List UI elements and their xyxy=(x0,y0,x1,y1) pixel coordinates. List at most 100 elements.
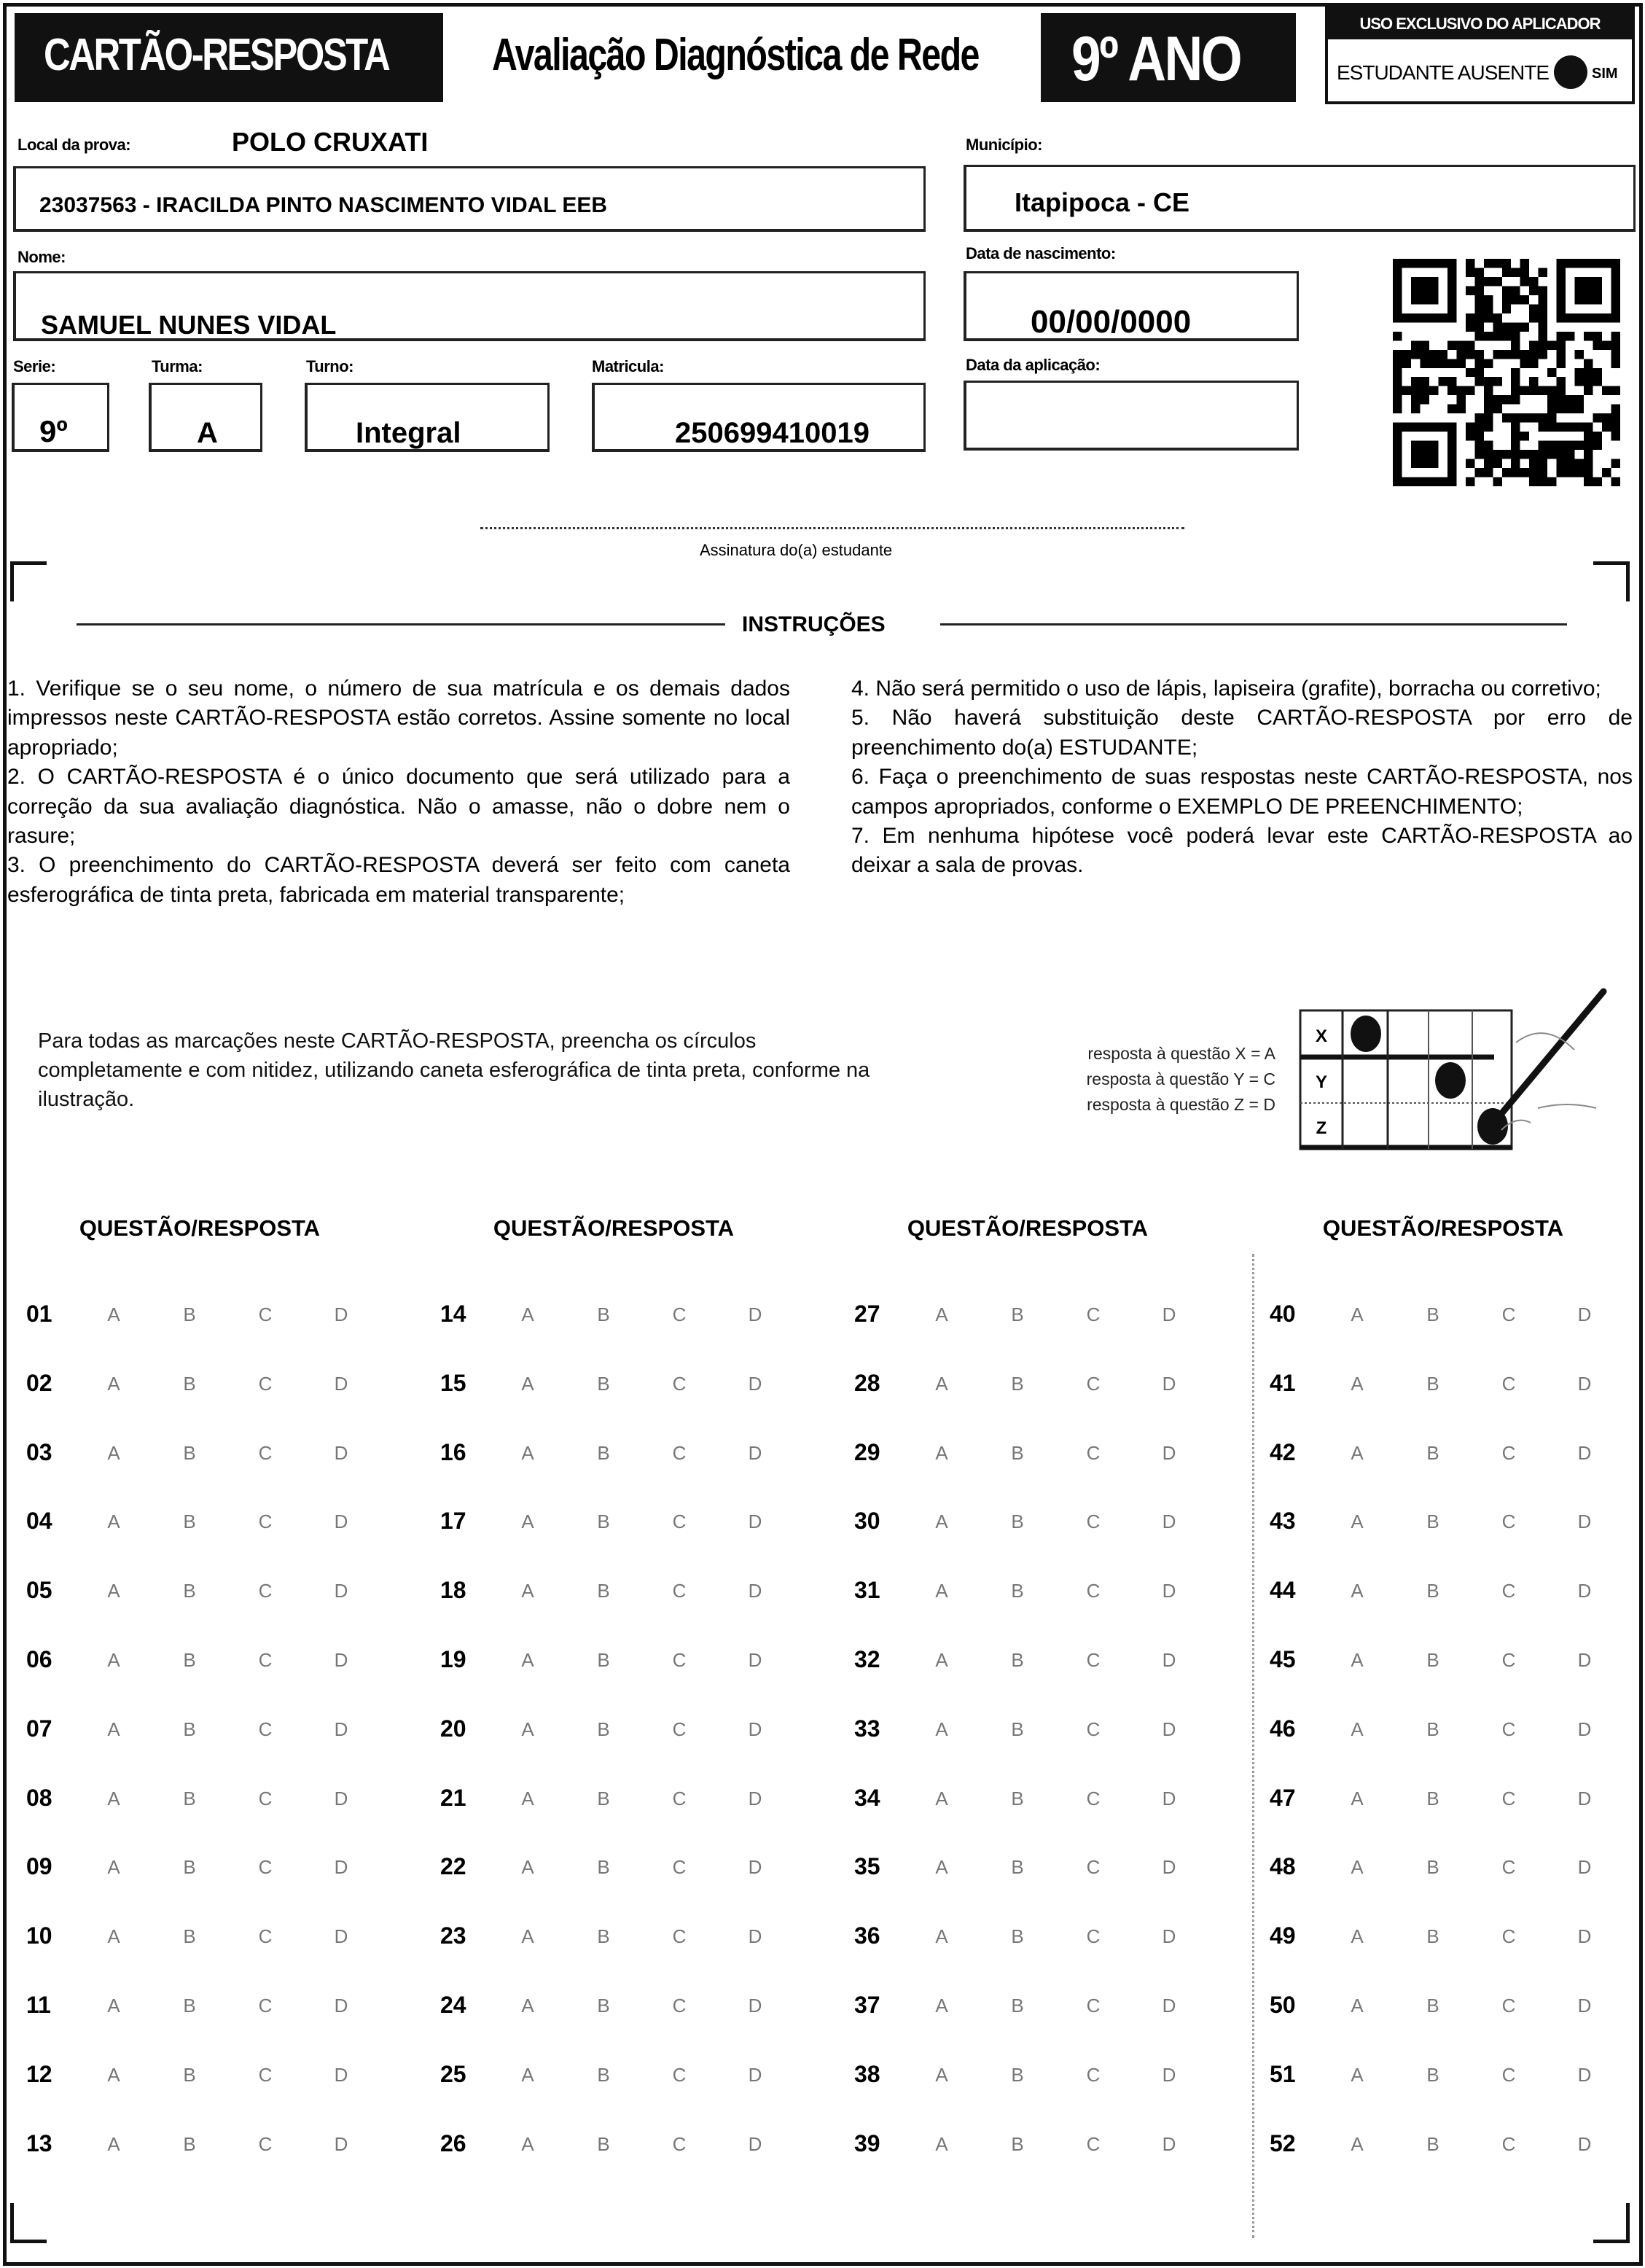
answer-bubble-d[interactable]: D xyxy=(748,1925,762,1948)
answer-bubble-c[interactable]: C xyxy=(258,1372,273,1395)
answer-bubble-a[interactable]: A xyxy=(1351,1303,1364,1325)
answer-bubble-a[interactable]: A xyxy=(521,1718,534,1740)
answer-bubble-a[interactable]: A xyxy=(935,1441,948,1464)
answer-bubble-b[interactable]: B xyxy=(597,2132,610,2155)
answer-bubble-b[interactable]: B xyxy=(1011,1580,1024,1602)
answer-bubble-a[interactable]: A xyxy=(935,1787,948,1809)
answer-bubble-c[interactable]: C xyxy=(258,2132,273,2155)
answer-bubble-d[interactable]: D xyxy=(334,1303,348,1325)
answer-bubble-d[interactable]: D xyxy=(1162,1925,1176,1948)
answer-bubble-a[interactable]: A xyxy=(107,1303,120,1325)
answer-bubble-b[interactable]: B xyxy=(1011,1925,1024,1948)
answer-bubble-c[interactable]: C xyxy=(1501,2132,1516,2155)
answer-bubble-c[interactable]: C xyxy=(672,1856,687,1879)
answer-bubble-c[interactable]: C xyxy=(1501,2063,1516,2086)
answer-bubble-b[interactable]: B xyxy=(1426,1856,1439,1879)
answer-bubble-c[interactable]: C xyxy=(672,1718,687,1740)
answer-bubble-c[interactable]: C xyxy=(258,2063,273,2086)
answer-bubble-b[interactable]: B xyxy=(597,1511,610,1533)
answer-bubble-c[interactable]: C xyxy=(672,1925,687,1948)
answer-bubble-a[interactable]: A xyxy=(1351,1441,1364,1464)
answer-bubble-a[interactable]: A xyxy=(935,1856,948,1879)
answer-bubble-d[interactable]: D xyxy=(1577,1925,1592,1948)
answer-bubble-b[interactable]: B xyxy=(597,1303,610,1325)
answer-bubble-a[interactable]: A xyxy=(935,1925,948,1948)
answer-bubble-b[interactable]: B xyxy=(1011,1718,1024,1740)
answer-bubble-a[interactable]: A xyxy=(107,1511,120,1533)
answer-bubble-d[interactable]: D xyxy=(748,2132,762,2155)
answer-bubble-c[interactable]: C xyxy=(258,1995,273,2016)
answer-bubble-c[interactable]: C xyxy=(258,1718,273,1740)
answer-bubble-d[interactable]: D xyxy=(334,2132,348,2155)
answer-bubble-c[interactable]: C xyxy=(1501,1995,1516,2016)
answer-bubble-d[interactable]: D xyxy=(1162,2063,1176,2086)
answer-bubble-b[interactable]: B xyxy=(1426,1649,1439,1671)
answer-bubble-b[interactable]: B xyxy=(1426,1925,1439,1948)
answer-bubble-b[interactable]: B xyxy=(1011,2132,1024,2155)
answer-bubble-b[interactable]: B xyxy=(597,1441,610,1464)
answer-bubble-a[interactable]: A xyxy=(521,1441,534,1464)
answer-bubble-d[interactable]: D xyxy=(1577,1718,1592,1740)
answer-bubble-c[interactable]: C xyxy=(1086,1995,1101,2016)
answer-bubble-a[interactable]: A xyxy=(935,1995,948,2016)
answer-bubble-a[interactable]: A xyxy=(521,1511,534,1533)
answer-bubble-a[interactable]: A xyxy=(935,1580,948,1602)
answer-bubble-b[interactable]: B xyxy=(183,1925,196,1948)
answer-bubble-c[interactable]: C xyxy=(672,2132,687,2155)
answer-bubble-a[interactable]: A xyxy=(521,1856,534,1879)
answer-bubble-c[interactable]: C xyxy=(1086,1787,1101,1809)
answer-bubble-b[interactable]: B xyxy=(183,1372,196,1395)
answer-bubble-a[interactable]: A xyxy=(107,2063,120,2086)
answer-bubble-a[interactable]: A xyxy=(1351,1718,1364,1740)
answer-bubble-b[interactable]: B xyxy=(1011,2063,1024,2086)
answer-bubble-c[interactable]: C xyxy=(1086,1303,1101,1325)
answer-bubble-d[interactable]: D xyxy=(334,1787,348,1809)
answer-bubble-d[interactable]: D xyxy=(1577,1649,1592,1671)
answer-bubble-c[interactable]: C xyxy=(1086,1511,1101,1533)
answer-bubble-a[interactable]: A xyxy=(107,1580,120,1602)
answer-bubble-d[interactable]: D xyxy=(334,1580,348,1602)
answer-bubble-c[interactable]: C xyxy=(258,1787,273,1809)
answer-bubble-a[interactable]: A xyxy=(935,1303,948,1325)
answer-bubble-c[interactable]: C xyxy=(1501,1511,1516,1533)
answer-bubble-b[interactable]: B xyxy=(1426,1995,1439,2016)
answer-bubble-a[interactable]: A xyxy=(1351,1511,1364,1533)
answer-bubble-c[interactable]: C xyxy=(258,1303,273,1325)
answer-bubble-a[interactable]: A xyxy=(521,1372,534,1395)
answer-bubble-d[interactable]: D xyxy=(1577,2132,1592,2155)
answer-bubble-c[interactable]: C xyxy=(1086,2132,1101,2155)
answer-bubble-c[interactable]: C xyxy=(672,1441,687,1464)
answer-bubble-d[interactable]: D xyxy=(1162,1718,1176,1740)
answer-bubble-a[interactable]: A xyxy=(935,1511,948,1533)
answer-bubble-c[interactable]: C xyxy=(1086,1925,1101,1948)
answer-bubble-c[interactable]: C xyxy=(258,1649,273,1671)
answer-bubble-b[interactable]: B xyxy=(1426,1511,1439,1533)
answer-bubble-a[interactable]: A xyxy=(107,1441,120,1464)
answer-bubble-d[interactable]: D xyxy=(1162,1303,1176,1325)
answer-bubble-c[interactable]: C xyxy=(1501,1718,1516,1740)
answer-bubble-a[interactable]: A xyxy=(935,1718,948,1740)
answer-bubble-c[interactable]: C xyxy=(1501,1925,1516,1948)
answer-bubble-b[interactable]: B xyxy=(183,1787,196,1809)
answer-bubble-c[interactable]: C xyxy=(672,1787,687,1809)
answer-bubble-b[interactable]: B xyxy=(1011,1441,1024,1464)
answer-bubble-b[interactable]: B xyxy=(1011,1372,1024,1395)
answer-bubble-a[interactable]: A xyxy=(521,1303,534,1325)
answer-bubble-c[interactable]: C xyxy=(258,1925,273,1948)
answer-bubble-c[interactable]: C xyxy=(1086,2063,1101,2086)
answer-bubble-d[interactable]: D xyxy=(1162,1649,1176,1671)
answer-bubble-d[interactable]: D xyxy=(748,1372,762,1395)
answer-bubble-d[interactable]: D xyxy=(1577,1303,1592,1325)
answer-bubble-d[interactable]: D xyxy=(1577,1441,1592,1464)
answer-bubble-d[interactable]: D xyxy=(334,1856,348,1879)
answer-bubble-d[interactable]: D xyxy=(1577,1995,1592,2016)
answer-bubble-b[interactable]: B xyxy=(1011,1787,1024,1809)
answer-bubble-b[interactable]: B xyxy=(183,1995,196,2016)
answer-bubble-a[interactable]: A xyxy=(1351,1925,1364,1948)
answer-bubble-d[interactable]: D xyxy=(748,1303,762,1325)
answer-bubble-b[interactable]: B xyxy=(597,1856,610,1879)
answer-bubble-a[interactable]: A xyxy=(521,1649,534,1671)
answer-bubble-d[interactable]: D xyxy=(334,1925,348,1948)
answer-bubble-a[interactable]: A xyxy=(107,1856,120,1879)
answer-bubble-d[interactable]: D xyxy=(748,1718,762,1740)
